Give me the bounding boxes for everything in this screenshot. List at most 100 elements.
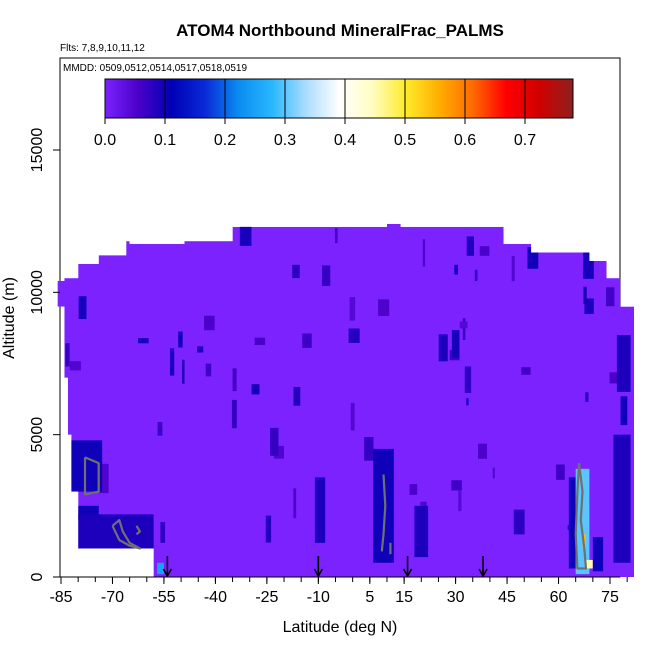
heatmap-streak bbox=[322, 265, 331, 286]
colorbar-tick-label: 0.3 bbox=[274, 132, 296, 149]
contour-line bbox=[574, 462, 588, 570]
heatmap-streak bbox=[364, 437, 374, 461]
heatmap-streak bbox=[293, 386, 301, 406]
heatmap-streak bbox=[273, 445, 285, 459]
x-axis: -85 -70 -55 -40 -25 -10 5 15 30 45 60 75 bbox=[49, 576, 628, 606]
heatmap-streak bbox=[521, 367, 531, 375]
contour-line bbox=[135, 525, 141, 536]
heatmap-cell bbox=[373, 448, 394, 563]
heatmap-cell bbox=[314, 477, 326, 543]
colorbar-tick-label: 0.6 bbox=[454, 132, 476, 149]
heatmap-streak bbox=[378, 299, 390, 316]
y-axis: 0 5000 10000 15000 bbox=[29, 128, 60, 581]
heatmap-streak bbox=[583, 251, 594, 279]
heatmap-streak bbox=[78, 296, 87, 320]
flight-marker-arrow bbox=[478, 556, 488, 578]
y-tick-label: 0 bbox=[29, 572, 46, 581]
heatmap-streak bbox=[477, 443, 487, 459]
colorbar-tick-label: 0.2 bbox=[214, 132, 236, 149]
heatmap-streak bbox=[451, 330, 460, 358]
heatmap-streak bbox=[492, 467, 495, 479]
colorbar: 0.0 0.1 0.2 0.3 0.4 0.5 0.6 0.7 bbox=[94, 78, 574, 149]
heatmap-streak bbox=[438, 334, 448, 362]
x-tick-label: 60 bbox=[550, 589, 568, 606]
flight-marker-arrow bbox=[402, 556, 413, 578]
heatmap-streak bbox=[350, 402, 355, 431]
dates-subtitle: MMDD: 0509,0512,0514,0517,0518,0519 bbox=[63, 63, 247, 74]
heatmap-streak bbox=[549, 224, 561, 244]
flight-markers bbox=[162, 556, 488, 578]
heatmap-streak bbox=[584, 298, 594, 314]
heatmap-cell bbox=[585, 559, 593, 569]
contour-line bbox=[111, 518, 141, 550]
x-tick-label: 45 bbox=[498, 589, 516, 606]
heatmap-cell bbox=[568, 477, 576, 569]
flights-subtitle: Flts: 7,8,9,10,11,12 bbox=[60, 43, 145, 54]
colorbar-tick-label: 0.1 bbox=[154, 132, 176, 149]
heatmap-streak bbox=[334, 228, 338, 244]
colorbar-tick-label: 0.0 bbox=[94, 132, 116, 149]
heatmap-cell bbox=[71, 440, 103, 492]
heatmap-streak bbox=[620, 396, 628, 426]
heatmap-streak bbox=[292, 264, 300, 279]
heatmap-streak bbox=[157, 422, 163, 436]
heatmap-streak bbox=[254, 337, 266, 345]
heatmap-streak bbox=[69, 361, 81, 371]
contour-line bbox=[83, 456, 100, 496]
colorbar-tick-label: 0.4 bbox=[334, 132, 356, 149]
heatmap-cell bbox=[414, 505, 429, 558]
x-tick-label: 75 bbox=[601, 589, 619, 606]
heatmap-streak bbox=[583, 286, 587, 305]
y-tick-label: 10000 bbox=[29, 270, 46, 315]
heatmap-streak bbox=[466, 398, 469, 406]
heatmap-streak bbox=[98, 463, 109, 494]
heatmap-streak bbox=[65, 343, 70, 367]
heatmap-streak bbox=[422, 239, 426, 267]
heatmap-streak bbox=[302, 333, 312, 348]
heatmap-streak bbox=[232, 368, 237, 392]
heatmap-streak bbox=[251, 384, 260, 395]
heatmap-streak bbox=[270, 427, 279, 456]
heatmap-streak bbox=[265, 515, 272, 543]
heatmap-streak bbox=[169, 348, 175, 376]
heatmap-streak bbox=[178, 331, 183, 348]
heatmap-streak bbox=[479, 246, 490, 256]
heatmap-streak bbox=[464, 366, 472, 394]
heatmap-streak bbox=[609, 372, 619, 384]
y-tick-label: 5000 bbox=[29, 417, 46, 453]
x-tick-label: -40 bbox=[204, 589, 227, 606]
x-tick-label: -70 bbox=[101, 589, 124, 606]
heatmap-cell bbox=[613, 434, 631, 563]
flight-marker-arrow bbox=[162, 556, 173, 578]
heatmap-streak bbox=[474, 269, 478, 282]
heatmap-streak bbox=[231, 399, 237, 429]
heatmap-streak bbox=[513, 509, 525, 535]
heatmap-streak bbox=[66, 559, 73, 567]
heatmap-streak bbox=[511, 255, 515, 282]
heatmap-streak bbox=[459, 321, 468, 329]
colorbar-bar bbox=[104, 78, 574, 119]
heatmap-streak bbox=[138, 338, 149, 344]
x-axis-label: Latitude (deg N) bbox=[283, 619, 398, 636]
heatmap-cell bbox=[616, 335, 631, 392]
heatmap-streak bbox=[239, 225, 252, 246]
flight-marker-arrow bbox=[313, 556, 324, 578]
heatmap-streak bbox=[462, 318, 466, 340]
heatmap-streak bbox=[205, 363, 212, 377]
x-tick-label: 15 bbox=[395, 589, 413, 606]
colorbar-tick-label: 0.5 bbox=[394, 132, 416, 149]
heatmap-streak bbox=[458, 490, 462, 512]
chart-title: ATOM4 Northbound MineralFrac_PALMS bbox=[176, 21, 504, 40]
heatmap-streak bbox=[349, 297, 356, 321]
heatmap-cell bbox=[157, 562, 164, 575]
heatmap-layer bbox=[57, 224, 635, 577]
x-tick-label: -85 bbox=[49, 589, 72, 606]
heatmap-streak bbox=[409, 484, 418, 495]
heatmap-streak bbox=[182, 359, 185, 384]
heatmap-streak bbox=[204, 315, 215, 331]
x-tick-label: -25 bbox=[255, 589, 278, 606]
heatmap-streak bbox=[451, 480, 462, 491]
x-tick-label: 30 bbox=[447, 589, 465, 606]
x-tick-label: 5 bbox=[365, 589, 374, 606]
